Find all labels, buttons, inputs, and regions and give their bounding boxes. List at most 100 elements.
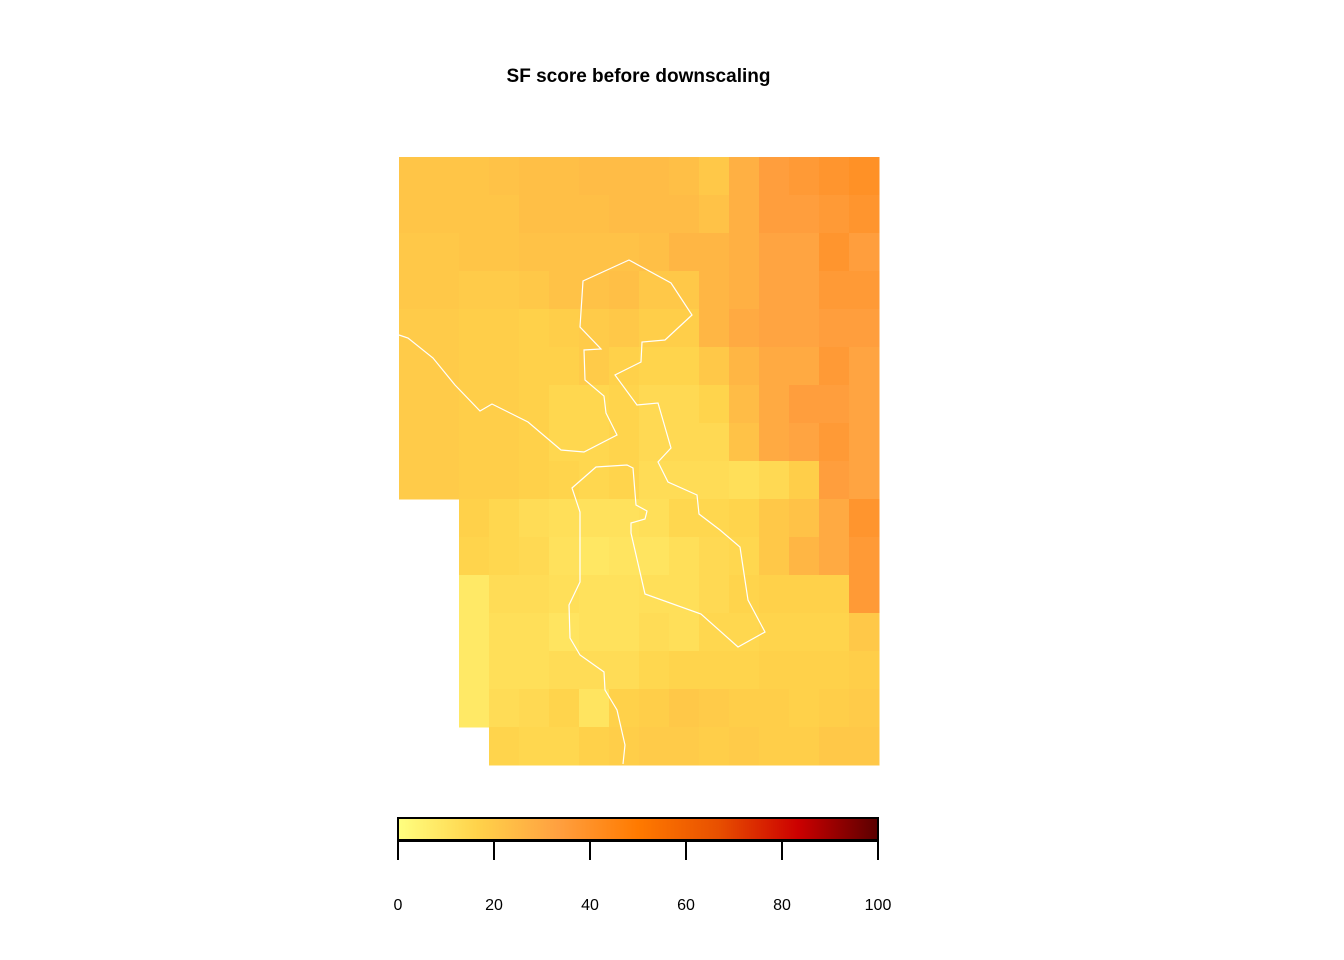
heatmap-cell: [609, 157, 640, 196]
heatmap-cell: [489, 613, 520, 652]
heatmap-cell: [759, 727, 790, 766]
heatmap-cell: [609, 309, 640, 348]
heatmap-cell: [639, 537, 670, 576]
heatmap-cell: [399, 233, 430, 272]
heatmap-cell: [549, 575, 580, 614]
legend-tick-label: 0: [394, 897, 403, 914]
heatmap-cell: [609, 271, 640, 310]
heatmap-cell: [729, 575, 760, 614]
heatmap-cell: [609, 385, 640, 424]
heatmap-cell: [729, 461, 760, 500]
heatmap-cell: [849, 233, 880, 272]
heatmap-cell: [849, 271, 880, 310]
heatmap-cell: [669, 461, 700, 500]
heatmap-cell: [639, 689, 670, 728]
heatmap-cell: [699, 689, 730, 728]
heatmap-cell: [639, 157, 670, 196]
heatmap-cell: [819, 385, 850, 424]
heatmap-cells: [399, 157, 880, 766]
heatmap-cell: [759, 499, 790, 538]
heatmap-cell: [579, 157, 610, 196]
legend-color-bar: [397, 817, 879, 841]
heatmap-cell: [399, 423, 430, 462]
heatmap-cell: [459, 271, 490, 310]
heatmap-cell: [579, 613, 610, 652]
heatmap-cell: [729, 537, 760, 576]
heatmap-cell: [849, 689, 880, 728]
heatmap-cell: [849, 157, 880, 196]
heatmap-cell: [609, 727, 640, 766]
heatmap-cell: [789, 157, 820, 196]
heatmap-cell: [489, 651, 520, 690]
heatmap-cell: [759, 575, 790, 614]
heatmap-cell: [429, 347, 460, 386]
heatmap-cell: [579, 271, 610, 310]
heatmap-cell: [609, 233, 640, 272]
heatmap-cell: [699, 537, 730, 576]
heatmap-cell: [549, 347, 580, 386]
heatmap-cell: [639, 233, 670, 272]
heatmap-cell: [729, 195, 760, 234]
heatmap-cell: [489, 271, 520, 310]
heatmap-cell: [399, 461, 430, 500]
heatmap-cell: [789, 499, 820, 538]
heatmap-cell: [489, 233, 520, 272]
heatmap-cell: [429, 423, 460, 462]
heatmap-cell: [429, 271, 460, 310]
heatmap-cell: [549, 499, 580, 538]
heatmap-cell: [549, 689, 580, 728]
heatmap-cell: [699, 575, 730, 614]
heatmap-cell: [849, 347, 880, 386]
legend-tick-label: 80: [773, 897, 791, 914]
heatmap-cell: [699, 461, 730, 500]
heatmap-cell: [729, 385, 760, 424]
heatmap-cell: [789, 233, 820, 272]
heatmap-cell: [789, 347, 820, 386]
heatmap-cell: [699, 727, 730, 766]
heatmap-cell: [459, 651, 490, 690]
heatmap-cell: [429, 157, 460, 196]
heatmap-cell: [399, 385, 430, 424]
heatmap-cell: [819, 461, 850, 500]
heatmap-cell: [459, 233, 490, 272]
heatmap-cell: [639, 575, 670, 614]
heatmap-cell: [489, 499, 520, 538]
heatmap-cell: [759, 233, 790, 272]
heatmap-cell: [759, 423, 790, 462]
heatmap-cell: [789, 309, 820, 348]
heatmap-cell: [519, 233, 550, 272]
heatmap-cell: [399, 157, 430, 196]
heatmap-cell: [639, 195, 670, 234]
heatmap-cell: [849, 613, 880, 652]
heatmap-cell: [549, 423, 580, 462]
heatmap-cell: [579, 727, 610, 766]
heatmap-cell: [429, 309, 460, 348]
heatmap-cell: [519, 195, 550, 234]
heatmap-cell: [819, 499, 850, 538]
heatmap-cell: [729, 271, 760, 310]
heatmap-cell: [489, 537, 520, 576]
heatmap-cell: [519, 309, 550, 348]
heatmap-cell: [459, 575, 490, 614]
heatmap-cell: [549, 195, 580, 234]
heatmap-cell: [699, 613, 730, 652]
heatmap-cell: [729, 347, 760, 386]
heatmap-cell: [399, 309, 430, 348]
heatmap-cell: [549, 727, 580, 766]
heatmap-cell: [759, 309, 790, 348]
heatmap-cell: [789, 537, 820, 576]
heatmap-cell: [489, 575, 520, 614]
heatmap-cell: [399, 271, 430, 310]
heatmap-cell: [549, 461, 580, 500]
heatmap-cell: [489, 157, 520, 196]
heatmap-cell: [609, 499, 640, 538]
heatmap-cell: [459, 309, 490, 348]
heatmap-cell: [789, 651, 820, 690]
heatmap-cell: [609, 613, 640, 652]
heatmap-cell: [639, 613, 670, 652]
heatmap-cell: [669, 309, 700, 348]
heatmap-cell: [789, 575, 820, 614]
heatmap-cell: [699, 157, 730, 196]
heatmap-cell: [579, 689, 610, 728]
